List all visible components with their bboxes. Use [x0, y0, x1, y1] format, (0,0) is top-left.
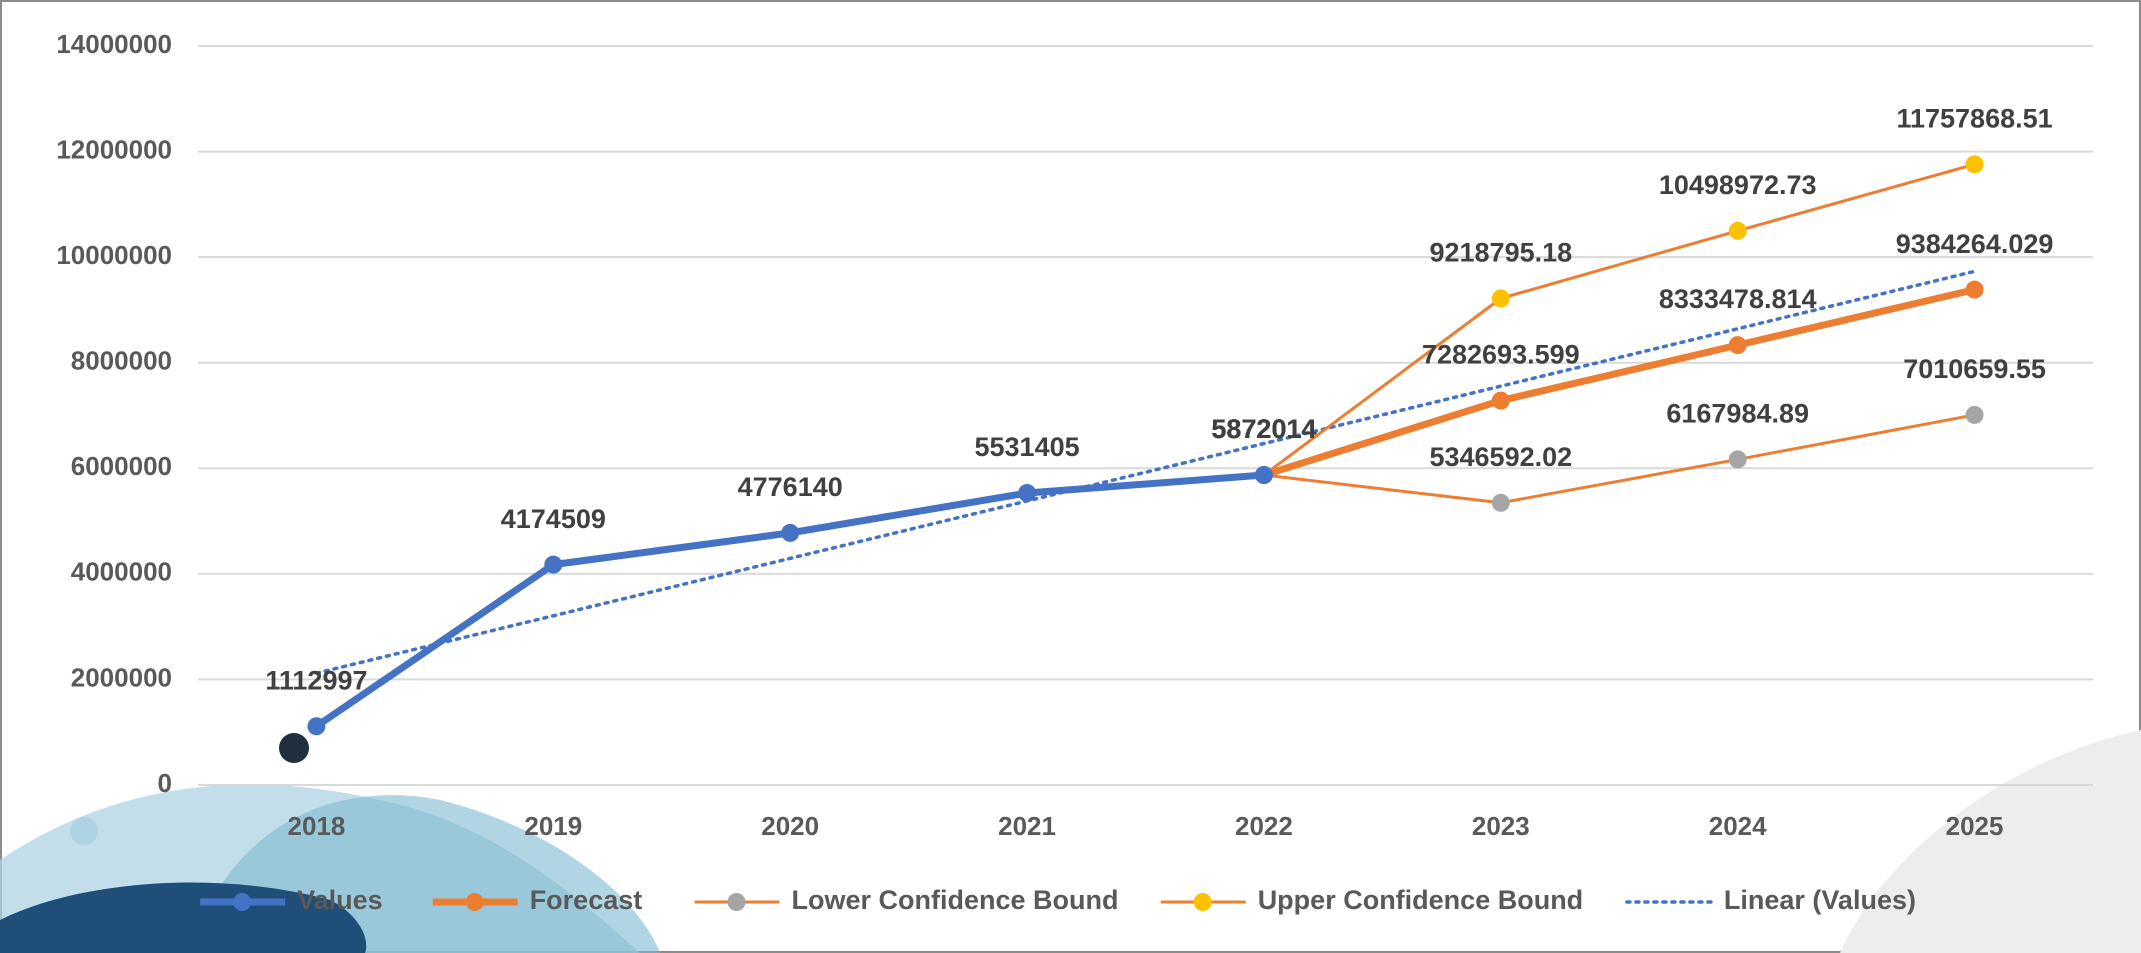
data-point	[1729, 336, 1747, 354]
data-point	[1966, 155, 1984, 173]
x-tick-label: 2020	[761, 811, 819, 841]
data-label: 8333478.814	[1659, 284, 1817, 314]
decor-dot	[279, 733, 309, 763]
data-label: 9218795.18	[1429, 238, 1572, 268]
data-point	[781, 524, 799, 542]
x-tick-label: 2025	[1946, 811, 2004, 841]
legend-label: Forecast	[530, 885, 643, 915]
data-label: 10498972.73	[1659, 170, 1817, 200]
data-label: 7282693.599	[1422, 340, 1580, 370]
y-tick-label: 10000000	[56, 240, 172, 270]
data-label: 11757868.51	[1896, 103, 2052, 133]
data-label: 4174509	[501, 504, 606, 534]
x-tick-label: 2022	[1235, 811, 1293, 841]
data-point	[1492, 289, 1510, 307]
data-label: 1112997	[265, 665, 367, 695]
legend-swatch-marker	[1194, 893, 1212, 911]
x-tick-label: 2021	[998, 811, 1056, 841]
data-point	[1018, 484, 1036, 502]
y-tick-label: 2000000	[71, 662, 172, 692]
data-label: 5872014	[1211, 414, 1316, 444]
data-point	[1492, 494, 1510, 512]
data-point	[1966, 406, 1984, 424]
data-label: 5346592.02	[1429, 442, 1572, 472]
x-tick-label: 2019	[524, 811, 582, 841]
data-label: 6167984.89	[1666, 399, 1809, 429]
data-point	[1729, 222, 1747, 240]
x-tick-label: 2024	[1709, 811, 1767, 841]
data-label: 4776140	[738, 472, 843, 502]
data-point	[544, 556, 562, 574]
data-point	[1492, 392, 1510, 410]
x-tick-label: 2023	[1472, 811, 1530, 841]
data-point	[1729, 450, 1747, 468]
y-tick-label: 14000000	[56, 29, 172, 59]
legend-label: Linear (Values)	[1724, 885, 1916, 915]
legend-swatch-marker	[233, 893, 251, 911]
y-tick-label: 6000000	[71, 451, 172, 481]
x-tick-label: 2018	[288, 811, 346, 841]
legend-swatch-marker	[466, 893, 484, 911]
chart: 0 2000000 4000000 6000000 8000000 10000000 120…	[0, 0, 2141, 953]
decor-dot	[70, 817, 98, 845]
data-label: 5531405	[975, 432, 1080, 462]
legend-label: Values	[297, 885, 383, 915]
legend-swatch-marker	[728, 893, 746, 911]
legend-label: Upper Confidence Bound	[1258, 885, 1584, 915]
y-tick-label: 8000000	[71, 346, 172, 376]
legend-label: Lower Confidence Bound	[792, 885, 1119, 915]
data-label: 9384264.029	[1896, 229, 2054, 259]
y-tick-label: 12000000	[56, 134, 172, 164]
y-tick-label: 4000000	[71, 557, 172, 587]
data-point	[1255, 466, 1273, 484]
y-tick-label: 0	[158, 768, 172, 798]
data-label: 7010659.55	[1903, 354, 2046, 384]
data-point	[1966, 281, 1984, 299]
data-point	[307, 717, 325, 735]
